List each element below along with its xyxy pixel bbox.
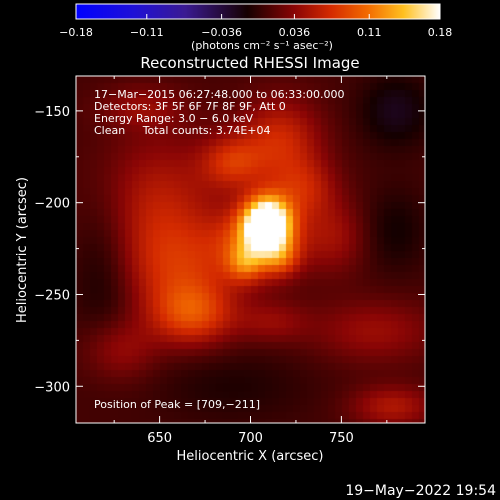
colorbar-tick-label: −0.036 bbox=[201, 26, 242, 39]
y-axis-label: Heliocentric Y (arcsec) bbox=[15, 177, 30, 323]
x-axis-label: Heliocentric X (arcsec) bbox=[177, 449, 324, 464]
colorbar bbox=[75, 3, 441, 20]
peak-position-label: Position of Peak = [709,−211] bbox=[94, 398, 260, 411]
y-tick-label: −300 bbox=[34, 380, 70, 395]
colorbar-tick-label: 0.036 bbox=[279, 26, 311, 39]
annotation-energy-range: Energy Range: 3.0 − 6.0 keV bbox=[94, 112, 254, 125]
footer-timestamp: 19−May−2022 19:54 bbox=[345, 483, 496, 499]
colorbar-units: (photons cm⁻² s⁻¹ asec⁻²) bbox=[191, 39, 333, 52]
annotation-time-range: 17−Mar−2015 06:27:48.000 to 06:33:00.000 bbox=[94, 88, 345, 101]
x-tick-label: 750 bbox=[329, 431, 354, 446]
x-axis-ticks: 650 700 750 bbox=[113, 76, 388, 446]
colorbar-ticks: −0.18 −0.11 −0.036 0.036 0.11 0.18 bbox=[59, 14, 452, 39]
y-tick-label: −150 bbox=[34, 105, 70, 120]
annotation-clean-counts: Clean Total counts: 3.74E+04 bbox=[94, 124, 271, 137]
annotation-detectors: Detectors: 3F 5F 6F 7F 8F 9F, Att 0 bbox=[94, 100, 286, 113]
colorbar-tick-label: −0.11 bbox=[130, 26, 164, 39]
y-tick-label: −200 bbox=[34, 197, 70, 212]
colorbar-tick-label: −0.18 bbox=[59, 26, 93, 39]
x-tick-label: 650 bbox=[147, 431, 172, 446]
colorbar-tick-label: 0.11 bbox=[357, 26, 382, 39]
heatmap-image bbox=[76, 76, 425, 423]
y-axis-ticks: −150 −200 −250 −300 bbox=[34, 105, 425, 395]
y-tick-label: −250 bbox=[34, 288, 70, 303]
chart-title: Reconstructed RHESSI Image bbox=[140, 54, 359, 72]
colorbar-tick-label: 0.18 bbox=[428, 26, 453, 39]
x-tick-label: 700 bbox=[238, 431, 263, 446]
